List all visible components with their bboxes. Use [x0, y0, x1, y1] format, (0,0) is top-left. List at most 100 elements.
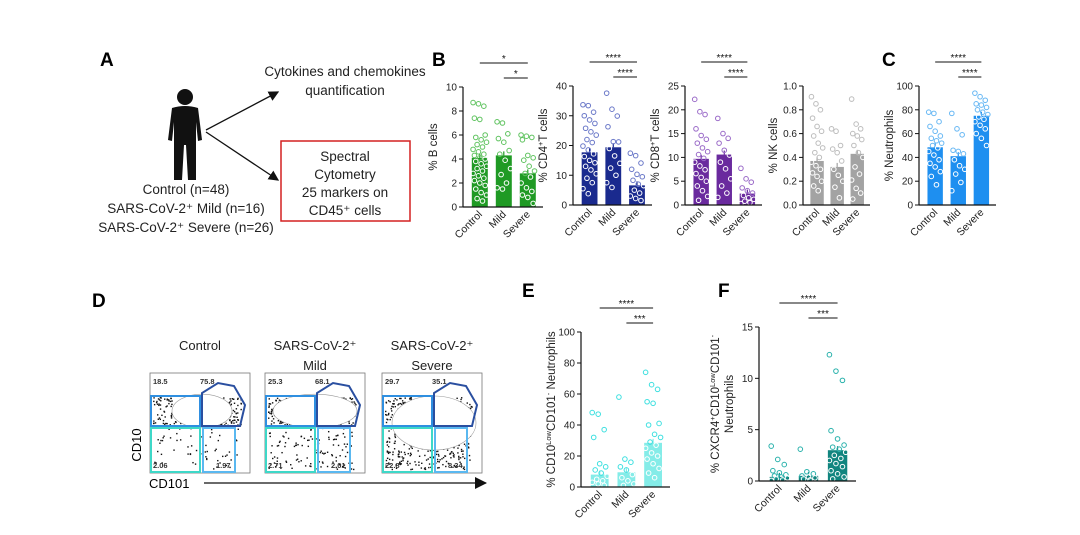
data-point	[934, 145, 941, 151]
data-point	[693, 126, 699, 132]
event-dot	[284, 445, 286, 448]
data-point	[932, 128, 938, 135]
data-point	[842, 449, 849, 456]
data-point	[809, 170, 816, 176]
event-dot	[270, 423, 273, 425]
event-dot	[436, 458, 439, 461]
y-tick-label: 0	[673, 201, 679, 212]
significance-label: ****	[606, 53, 622, 64]
event-dot	[459, 461, 461, 463]
event-dot	[404, 401, 406, 404]
data-point	[584, 136, 590, 143]
data-point	[973, 130, 979, 137]
data-point	[593, 132, 600, 138]
event-dot	[153, 397, 155, 399]
event-dot	[270, 452, 272, 454]
event-dot	[168, 399, 170, 401]
data-point	[595, 481, 601, 487]
event-dot	[398, 456, 401, 458]
event-dot	[453, 446, 455, 449]
event-dot	[270, 412, 273, 414]
event-dot	[344, 455, 347, 458]
data-point	[834, 471, 841, 477]
event-dot	[353, 401, 355, 403]
data-point	[781, 461, 788, 468]
data-point	[959, 131, 965, 138]
event-dot	[452, 455, 455, 457]
event-dot	[156, 403, 159, 405]
data-point	[603, 179, 610, 186]
event-dot	[460, 448, 463, 451]
y-axis-label-part: +	[708, 416, 717, 421]
event-dot	[389, 451, 391, 454]
event-dot	[270, 463, 272, 465]
event-dot	[336, 468, 339, 470]
event-dot	[453, 465, 455, 467]
event-dot	[346, 451, 349, 454]
event-dot	[409, 398, 411, 400]
event-dot	[397, 404, 399, 406]
event-dot	[458, 458, 460, 461]
event-dot	[162, 419, 165, 422]
data-point	[743, 176, 749, 182]
data-point	[810, 133, 817, 139]
event-dot	[453, 456, 455, 458]
event-dot	[471, 406, 473, 408]
data-point	[498, 171, 504, 178]
data-point	[697, 108, 703, 115]
data-point	[715, 115, 721, 122]
event-dot	[423, 468, 426, 470]
event-dot	[335, 438, 337, 441]
gate-percentage-upper-left: 18.5	[153, 377, 168, 386]
event-dot	[269, 412, 271, 415]
data-point	[607, 165, 614, 171]
data-point	[477, 155, 483, 161]
event-dot	[315, 451, 317, 454]
event-dot	[234, 416, 236, 418]
data-point	[654, 386, 661, 393]
event-dot	[332, 438, 335, 441]
event-dot	[158, 403, 160, 405]
event-dot	[310, 429, 312, 431]
data-point	[614, 113, 621, 119]
event-dot	[410, 397, 412, 399]
event-dot	[403, 443, 405, 446]
event-dot	[300, 460, 302, 462]
event-dot	[387, 446, 390, 448]
flow-plot-subtitle: Mild	[303, 358, 327, 373]
y-tick-label: 8	[451, 107, 457, 118]
bar-control	[927, 147, 943, 205]
panel-label-d: D	[92, 291, 106, 312]
bar-severe	[850, 153, 864, 205]
event-dot	[421, 462, 423, 465]
event-dot	[336, 434, 339, 437]
data-point	[471, 152, 478, 159]
data-point	[837, 142, 844, 149]
event-dot	[437, 467, 439, 469]
event-dot	[398, 450, 400, 452]
bar-mild	[605, 147, 622, 205]
y-axis-label-part: % CD4	[538, 145, 550, 182]
event-dot	[339, 455, 341, 457]
event-dot	[155, 462, 157, 464]
data-point	[982, 97, 989, 104]
event-dot	[282, 435, 284, 437]
event-dot	[345, 398, 347, 400]
data-point	[531, 168, 538, 174]
data-point	[475, 101, 482, 107]
event-dot	[348, 420, 350, 423]
data-point	[831, 452, 838, 459]
data-point	[523, 133, 530, 139]
y-tick-label: 10	[556, 171, 568, 182]
event-dot	[392, 402, 394, 405]
data-point	[855, 149, 862, 156]
event-dot	[354, 402, 356, 405]
y-tick-label: 0	[561, 201, 567, 212]
event-dot	[398, 463, 400, 465]
event-dot	[180, 422, 182, 425]
event-dot	[290, 464, 292, 466]
event-dot	[162, 437, 164, 439]
data-point	[596, 460, 603, 467]
data-point	[983, 104, 990, 111]
data-point	[642, 369, 649, 376]
